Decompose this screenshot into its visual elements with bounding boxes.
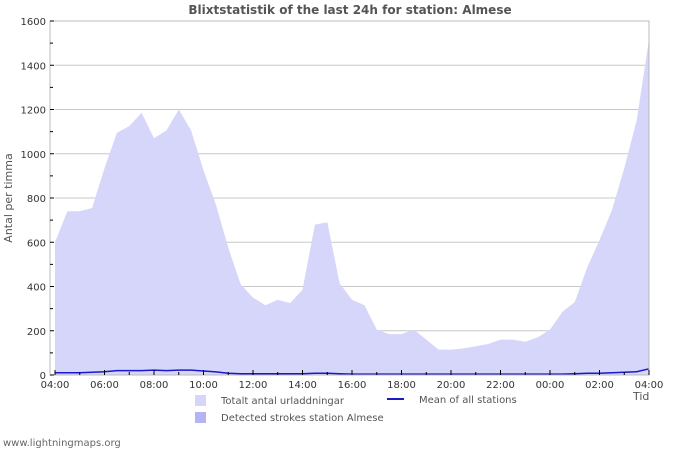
y-tick-label: 1200 [21, 106, 46, 117]
legend-swatch-total [195, 395, 206, 406]
chart-title: Blixtstatistik of the last 24h for stati… [188, 3, 512, 17]
y-tick-label: 1400 [21, 61, 46, 72]
x-tick-label: 00:00 [536, 380, 565, 391]
legend-item-total: Totalt antal urladdningar [195, 395, 344, 407]
x-tick-label: 10:00 [189, 380, 218, 391]
legend-swatch-detected [195, 412, 206, 423]
x-tick-label: 08:00 [140, 380, 169, 391]
x-tick-label: 02:00 [585, 380, 614, 391]
legend-item-detected: Detected strokes station Almese [195, 412, 384, 424]
y-tick-label: 400 [27, 283, 46, 294]
x-axis-label: Tid [633, 390, 650, 403]
data-areas [55, 39, 650, 376]
site-credit: www.lightningmaps.org [3, 438, 121, 449]
y-axis-ticks: 0 200 400 600 800 1000 1200 1400 1600 [21, 17, 54, 382]
y-tick-label: 600 [27, 238, 46, 249]
legend-line-mean [387, 398, 404, 400]
x-tick-label: 16:00 [338, 380, 367, 391]
y-tick-label: 200 [27, 327, 46, 338]
y-tick-label: 1600 [21, 17, 46, 28]
x-tick-label: 12:00 [239, 380, 268, 391]
legend-item-mean: Mean of all stations [387, 395, 517, 406]
x-axis-ticks: 04:00 06:00 08:00 10:00 12:00 14:00 16:00 18:00… [41, 370, 664, 391]
legend: Totalt antal urladdningar Detected strok… [195, 395, 555, 429]
y-tick-label: 0 [40, 371, 46, 382]
x-tick-label: 14:00 [288, 380, 317, 391]
x-tick-label: 06:00 [90, 380, 119, 391]
x-tick-label: 04:00 [41, 380, 70, 391]
x-tick-label: 18:00 [387, 380, 416, 391]
area-total [55, 39, 649, 376]
y-tick-label: 1000 [21, 150, 46, 161]
y-tick-label: 800 [27, 194, 46, 205]
x-tick-label: 04:00 [635, 380, 664, 391]
x-tick-label: 22:00 [486, 380, 515, 391]
x-tick-label: 20:00 [437, 380, 466, 391]
y-axis-label: Antal per timma [2, 153, 15, 242]
